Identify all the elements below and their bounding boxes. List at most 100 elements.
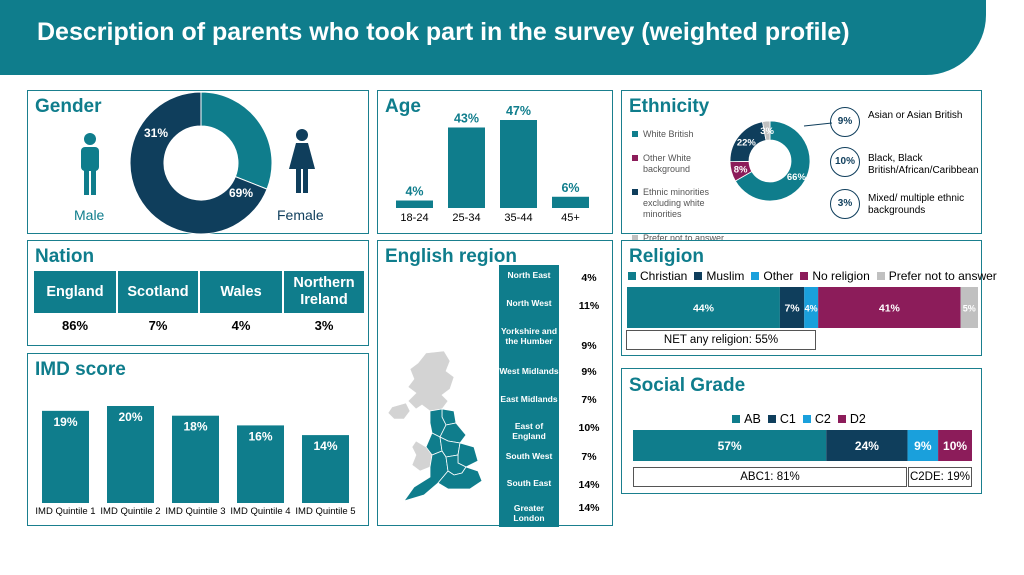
age-bar (396, 200, 433, 208)
religion-panel: Religion Christian Muslim Other No religion… (621, 240, 997, 356)
age-panel: Age 4% 18-24 43% 25-34 47% 35-44 6% 45+ (377, 90, 613, 234)
imd-bar (172, 415, 219, 503)
region-panel: English region (377, 240, 613, 527)
social-grade-segment (907, 430, 939, 461)
ethnicity-legend-swatch (632, 189, 638, 195)
ethnicity-value-label: 3% (760, 126, 774, 137)
page-header: Description of parents who took part in … (0, 0, 986, 75)
ethnicity-legend-item: Prefer not to answer (632, 233, 732, 244)
religion-legend-swatch (628, 272, 636, 280)
ethnicity-legend-swatch (632, 235, 638, 241)
ethnicity-value-label: 22% (737, 137, 757, 148)
region-value: 7% (581, 394, 597, 406)
imd-value-label: 19% (53, 415, 77, 429)
imd-bar-chart: 19% IMD Quintile 1 20% IMD Quintile 2 18% IMD… (35, 406, 356, 517)
ethnicity-breakdown-badge: 10% (830, 147, 860, 177)
age-tick-label: 18-24 (400, 212, 428, 224)
imd-value-label: 18% (183, 420, 207, 434)
male-icon (81, 133, 99, 195)
nation-value: 4% (231, 318, 251, 333)
uk-map (387, 350, 483, 502)
age-value-label: 6% (561, 181, 579, 195)
social-grade-legend-item: D2 (837, 412, 866, 426)
region-label: Greater London (513, 503, 545, 523)
ethnicity-title: Ethnicity (629, 96, 710, 117)
social-grade-legend-item: C2 (802, 412, 831, 426)
social-grade-legend-swatch (802, 415, 811, 423)
social-grade-legend-label: AB (744, 412, 761, 426)
social-grade-legend-item: AB (732, 412, 761, 426)
imd-bar (42, 410, 89, 503)
imd-tick-label: IMD Quintile 5 (295, 506, 355, 517)
social-grade-legend-label: C1 (779, 412, 796, 426)
age-bar (552, 196, 589, 208)
region-label: North West (506, 298, 552, 308)
age-bar (448, 127, 485, 208)
region-value: 4% (581, 272, 597, 284)
ethnicity-legend-swatch (632, 155, 638, 161)
region-label: South East (506, 478, 552, 488)
religion-value-label: 4% (805, 304, 818, 314)
ethnicity-panel: Ethnicity White British Other White backg… (621, 90, 982, 243)
age-value-label: 4% (405, 185, 423, 199)
religion-net-note: NET any religion: 55% (626, 330, 816, 350)
social-grade-segment (938, 430, 972, 461)
nation-title: Nation (35, 246, 95, 267)
social-grade-value-label: 24% (855, 439, 879, 453)
religion-stacked-bar: 44% 7% 4% 41% 5% (627, 287, 978, 328)
religion-segment (804, 287, 819, 328)
social-grade-value-label: 9% (914, 439, 932, 453)
imd-panel: IMD score 19% IMD Quintile 1 20% IMD Quinti… (27, 353, 369, 526)
gender-slice-female (129, 91, 268, 235)
age-tick-label: 35-44 (504, 212, 532, 224)
religion-legend-label: Other (763, 269, 794, 283)
religion-segment (960, 287, 978, 328)
ethnicity-legend-swatch (632, 131, 638, 137)
ethnicity-legend-item: Ethnic minorities excluding white minori… (632, 187, 732, 220)
social-grade-segment (826, 430, 908, 461)
religion-legend-swatch (800, 272, 809, 280)
social-grade-legend-swatch (732, 415, 741, 423)
imd-value-label: 20% (118, 410, 142, 424)
social-grade-legend: AB C1 C2 D2 (622, 412, 983, 426)
ethnicity-legend-item: Other White background (632, 153, 732, 175)
gender-value-label: 69% (229, 186, 253, 200)
region-value: 9% (581, 366, 597, 378)
nation-value: 3% (314, 318, 334, 333)
page-title: Description of parents who took part in … (37, 18, 850, 46)
age-value-label: 43% (454, 111, 479, 125)
ethnicity-donut: 66% 8% 22%3% (729, 120, 811, 202)
religion-value-label: 41% (879, 303, 901, 315)
region-value: 11% (578, 300, 600, 312)
religion-legend-swatch (876, 272, 885, 280)
religion-value-label: 44% (693, 303, 715, 315)
religion-legend: Christian Muslim Other No religion Prefer no… (628, 269, 997, 283)
social-grade-abc1-note: ABC1: 81% (633, 467, 907, 487)
nation-header-cell: England (34, 271, 116, 313)
religion-legend-swatch (751, 272, 760, 280)
imd-bar (237, 425, 284, 503)
gender-slice-male (200, 91, 273, 190)
social-grade-c2de-note: C2DE: 19% (908, 467, 972, 487)
imd-tick-label: IMD Quintile 2 (100, 506, 160, 517)
nation-header-cell: Scotland (118, 271, 198, 313)
nation-header-cell: Northern Ireland (284, 271, 364, 313)
social-grade-panel: Social Grade AB C1 C2 D2 57% 24% 9% 10% ABC1: … (621, 368, 982, 494)
religion-segment (627, 287, 780, 328)
ethnicity-breakdown-badge: 3% (830, 189, 860, 219)
ethnicity-connector (803, 122, 833, 127)
age-tick-label: 45+ (561, 212, 580, 224)
religion-legend-swatch (694, 272, 703, 280)
region-title: English region (385, 246, 517, 267)
gender-panel: Gender Male 31% 69% Female (27, 90, 369, 235)
social-grade-legend-label: C2 (814, 412, 831, 426)
religion-segment (818, 287, 961, 328)
religion-legend-label: Christian (640, 269, 688, 283)
ethnicity-legend-label: Prefer not to answer (643, 233, 725, 243)
region-label: North East (507, 270, 551, 280)
imd-tick-label: IMD Quintile 1 (35, 506, 95, 517)
social-grade-legend-item: C1 (767, 412, 796, 426)
social-grade-value-label: 57% (718, 439, 742, 453)
ethnicity-breakdown-label: Mixed/ multiple ethnic backgrounds (868, 193, 965, 216)
female-icon (289, 129, 315, 193)
